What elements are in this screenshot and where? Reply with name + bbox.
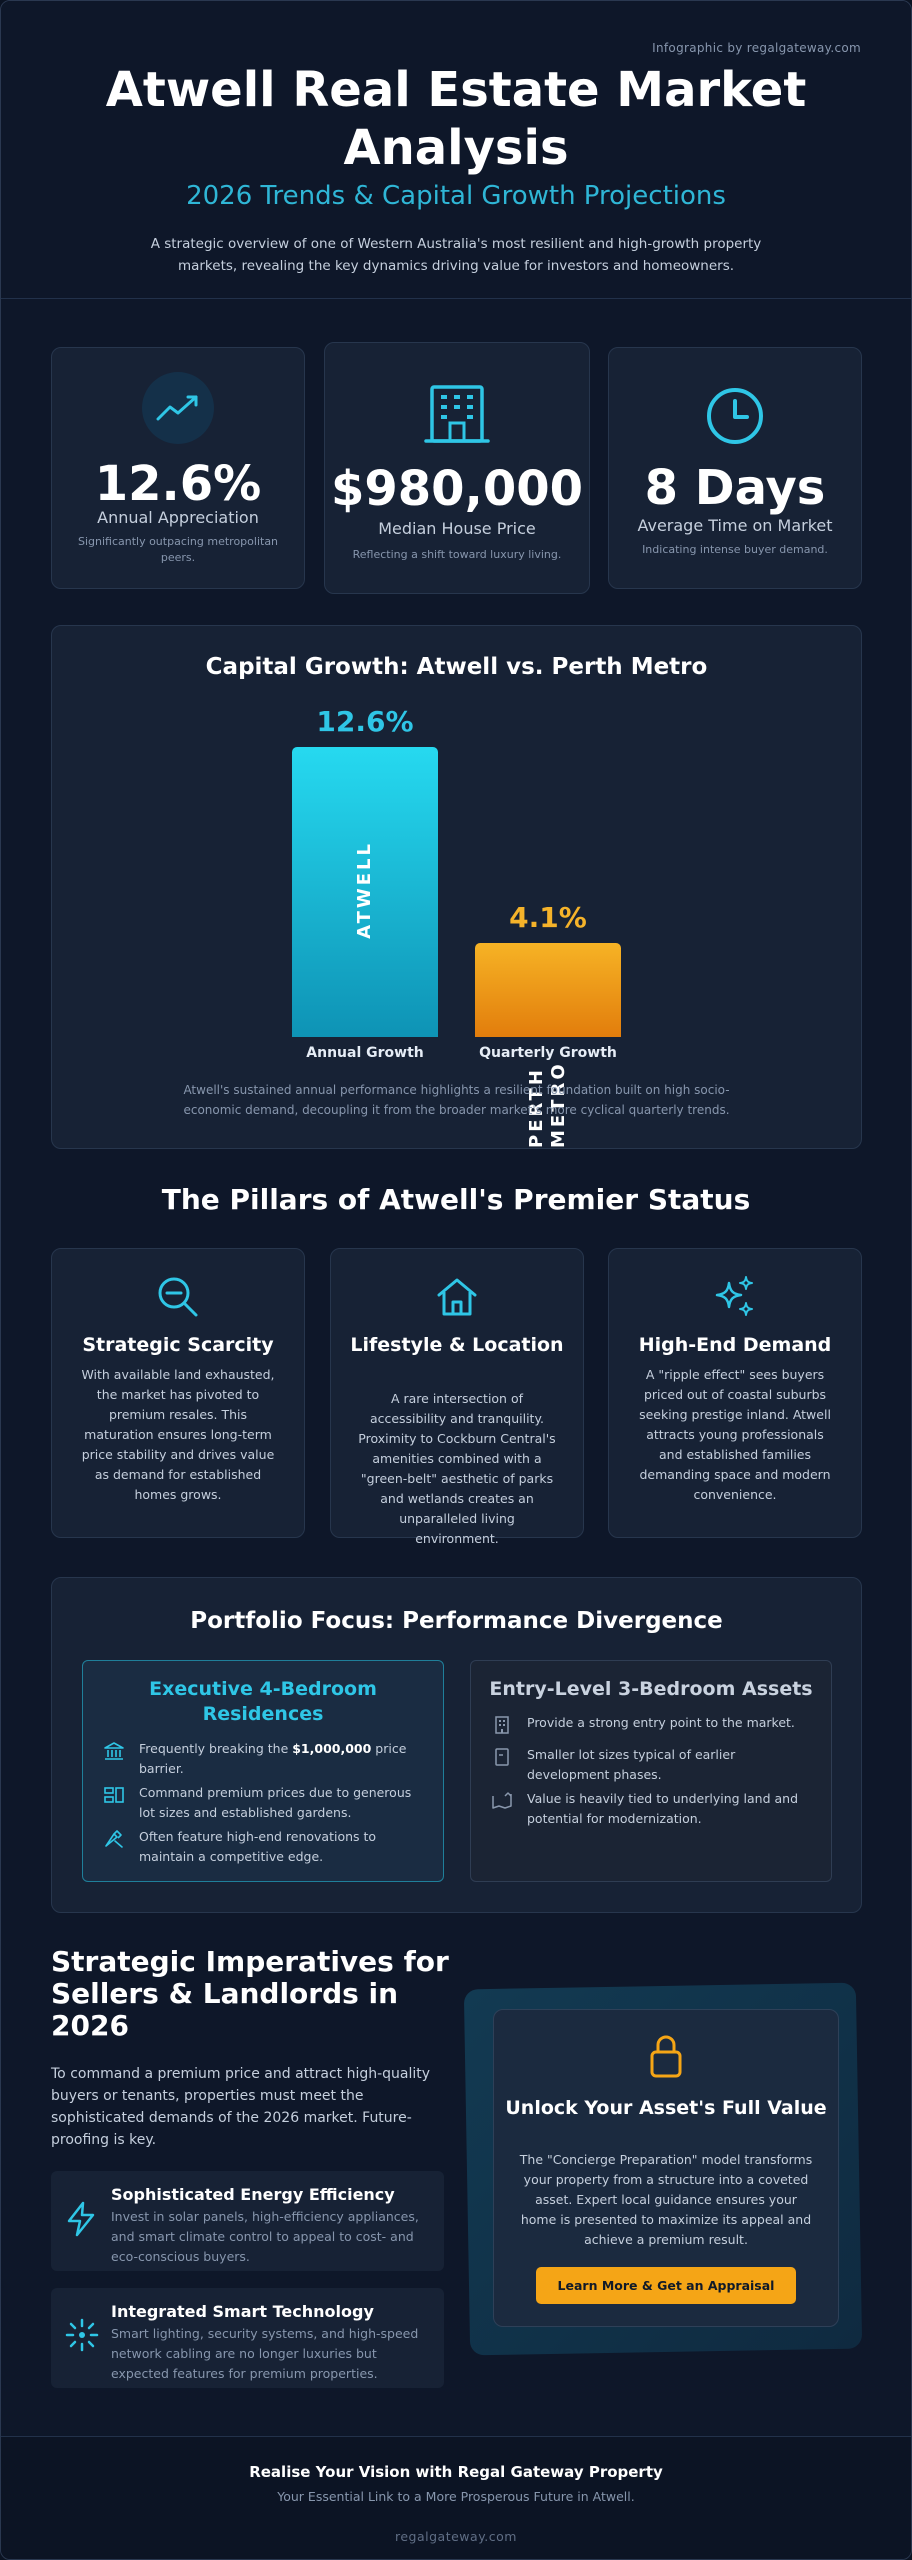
- cta-title: Unlock Your Asset's Full Value: [505, 2097, 827, 2119]
- bank-icon: [103, 1741, 125, 1779]
- building-icon: [424, 379, 490, 447]
- executive-title: Executive 4-Bedroom Residences: [149, 1678, 377, 1725]
- list-item: Value is heavily tied to underlying land…: [491, 1789, 817, 1829]
- footer-title: Realise Your Vision with Regal Gateway P…: [249, 2463, 663, 2481]
- stat-label: Average Time on Market: [637, 516, 833, 535]
- sparkles-icon: [713, 1275, 757, 1323]
- header: Infographic by regalgateway.com Atwell R…: [1, 1, 911, 299]
- cta-text: The "Concierge Preparation" model transf…: [519, 2152, 813, 2247]
- stat-card-appreciation: 12.6% Annual Appreciation Significantly …: [51, 347, 305, 589]
- credit-text: Infographic by regalgateway.com: [652, 41, 861, 55]
- imperatives-title: Strategic Imperatives for Sellers & Land…: [51, 1945, 449, 2042]
- stat-value: 8 Days: [644, 460, 826, 516]
- stat-value: 12.6%: [94, 456, 262, 512]
- bar-value-label: 4.1%: [509, 901, 587, 934]
- list-item: Frequently breaking the $1,000,000 price…: [103, 1739, 429, 1779]
- feature-text: Invest in solar panels, high-efficiency …: [111, 2209, 419, 2264]
- chart-note: Atwell's sustained annual performance hi…: [183, 1083, 730, 1117]
- bar-perth-metro: [475, 943, 621, 1037]
- pillar-card-scarcity: Strategic Scarcity With available land e…: [51, 1248, 305, 1538]
- chart-title: Capital Growth: Atwell vs. Perth Metro: [205, 654, 708, 680]
- list-item: Provide a strong entry point to the mark…: [491, 1713, 817, 1739]
- imperatives-text: To command a premium price and attract h…: [51, 2066, 431, 2148]
- list-item: Command premium prices due to generous l…: [103, 1783, 429, 1823]
- stat-card-time-on-market: 8 Days Average Time on Market Indicating…: [608, 347, 862, 589]
- map-icon: [491, 1791, 513, 1829]
- bar-name-label: PERTH METRO: [526, 1061, 569, 1148]
- pillar-title: High-End Demand: [638, 1334, 832, 1356]
- feature-title: Integrated Smart Technology: [111, 2302, 374, 2321]
- feature-card-smart-tech: Integrated Smart Technology Smart lighti…: [51, 2288, 444, 2388]
- trending-up-icon: [142, 372, 214, 444]
- list-item: Often feature high-end renovations to ma…: [103, 1827, 429, 1867]
- pillar-text: A "ripple effect" sees buyers priced out…: [639, 1367, 831, 1502]
- bar-category-label: Annual Growth: [306, 1045, 424, 1061]
- network-icon: [65, 2318, 99, 2356]
- stat-value: $980,000: [330, 461, 584, 517]
- entry-title: Entry-Level 3-Bedroom Assets: [489, 1678, 813, 1700]
- portfolio-title: Portfolio Focus: Performance Divergence: [190, 1608, 723, 1634]
- list-item-text: Provide a strong entry point to the mark…: [527, 1715, 795, 1730]
- intro-text: A strategic overview of one of Western A…: [150, 236, 762, 274]
- stat-label: Annual Appreciation: [97, 508, 259, 527]
- page-subtitle: 2026 Trends & Capital Growth Projections: [186, 181, 726, 211]
- cta-card: Unlock Your Asset's Full Value The "Conc…: [493, 2009, 839, 2327]
- bar-atwell: [292, 747, 438, 1037]
- pillar-card-demand: High-End Demand A "ripple effect" sees b…: [608, 1248, 862, 1538]
- building-small-icon: [491, 1715, 513, 1739]
- pillar-title: Lifestyle & Location: [350, 1334, 564, 1356]
- feature-title: Sophisticated Energy Efficiency: [111, 2185, 395, 2204]
- list-item-text: Often feature high-end renovations to ma…: [139, 1829, 377, 1864]
- bar-value-label: 12.6%: [316, 705, 414, 738]
- list-item: Smaller lot sizes typical of earlier dev…: [491, 1745, 817, 1785]
- lightning-icon: [65, 2201, 97, 2241]
- stat-note: Significantly outpacing metropolitan pee…: [77, 535, 279, 564]
- document-icon: [491, 1747, 513, 1785]
- list-item-text: Value is heavily tied to underlying land…: [527, 1791, 799, 1826]
- footer: Realise Your Vision with Regal Gateway P…: [1, 2436, 911, 2559]
- stat-card-median-price: $980,000 Median House Price Reflecting a…: [324, 342, 590, 594]
- entry-assets-card: Entry-Level 3-Bedroom Assets Provide a s…: [470, 1660, 832, 1882]
- chart-card: Capital Growth: Atwell vs. Perth Metro 1…: [51, 625, 862, 1149]
- executive-residences-card: Executive 4-Bedroom Residences Frequentl…: [82, 1660, 444, 1882]
- portfolio-card: Portfolio Focus: Performance Divergence …: [51, 1577, 862, 1913]
- search-minus-icon: [156, 1275, 200, 1323]
- list-item-text: Smaller lot sizes typical of earlier dev…: [527, 1747, 736, 1782]
- feature-card-energy: Sophisticated Energy Efficiency Invest i…: [51, 2171, 444, 2271]
- pillar-text: With available land exhausted, the marke…: [81, 1367, 275, 1502]
- pillar-title: Strategic Scarcity: [82, 1334, 274, 1356]
- pillar-text: A rare intersection of accessibility and…: [358, 1391, 556, 1546]
- pillar-card-lifestyle: Lifestyle & Location A rare intersection…: [330, 1248, 584, 1546]
- list-item-text: Command premium prices due to generous l…: [139, 1785, 412, 1820]
- bar-category-label: Quarterly Growth: [479, 1045, 617, 1061]
- pillars-title: The Pillars of Atwell's Premier Status: [161, 1183, 751, 1216]
- feature-text: Smart lighting, security systems, and hi…: [111, 2326, 419, 2381]
- lock-icon: [649, 2034, 683, 2082]
- bar-name-label: ATWELL: [354, 841, 375, 939]
- stat-label: Median House Price: [378, 519, 536, 538]
- stat-note: Indicating intense buyer demand.: [642, 543, 828, 556]
- appraisal-button[interactable]: Learn More & Get an Appraisal: [536, 2267, 796, 2304]
- tools-icon: [103, 1829, 125, 1867]
- stat-note: Reflecting a shift toward luxury living.: [352, 548, 562, 561]
- footer-link[interactable]: regalgateway.com: [395, 2529, 517, 2544]
- layout-icon: [103, 1785, 125, 1823]
- list-item-text: Frequently breaking the $1,000,000 price…: [139, 1741, 407, 1776]
- home-icon: [435, 1275, 479, 1323]
- clock-icon: [705, 386, 765, 450]
- page-title: Atwell Real Estate Market Analysis: [105, 62, 807, 176]
- footer-subtitle: Your Essential Link to a More Prosperous…: [277, 2489, 635, 2504]
